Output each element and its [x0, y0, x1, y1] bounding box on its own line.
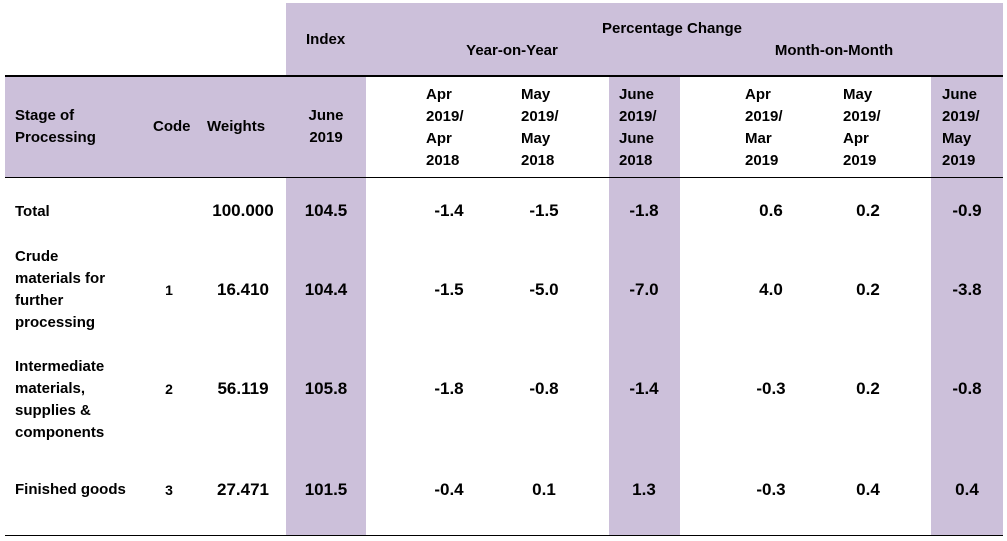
mom-may-header: May 2019/ Apr 2019: [843, 86, 881, 169]
row-mom-apr: 4.0: [759, 280, 783, 299]
row-yoy-apr: -1.5: [434, 280, 464, 299]
header-bottom-rule: [5, 177, 1003, 178]
row-yoy-apr: -1.4: [434, 201, 464, 220]
row-index: 101.5: [304, 480, 348, 499]
row-yoy-june: -1.8: [629, 201, 659, 220]
yoy-june-header: June 2019/ June 2018: [619, 86, 657, 169]
header-band-top: [286, 3, 1003, 75]
row-weight: 27.471: [217, 480, 269, 499]
weights-header: Weights: [207, 118, 266, 135]
code-header: Code: [153, 118, 191, 135]
row-stage-label: Crude materials for further processing: [15, 248, 106, 331]
header-top-rule: [5, 75, 1003, 77]
row-yoy-apr: -0.4: [434, 480, 464, 499]
yoy-apr-header: Apr 2019/ Apr 2018: [426, 86, 464, 169]
mom-june-header: June 2019/ May 2019: [942, 86, 980, 169]
row-index: 104.4: [304, 280, 348, 299]
mom-june-band: [931, 77, 1003, 536]
row-mom-june: -3.8: [952, 280, 982, 299]
stage-of-processing-header: Stage of Processing: [15, 107, 96, 146]
row-mom-may: 0.2: [856, 280, 880, 299]
row-mom-may: 0.2: [856, 201, 880, 220]
percentage-change-label: Percentage Change: [601, 20, 743, 37]
row-code: 2: [165, 381, 173, 397]
month-on-month-label: Month-on-Month: [774, 42, 894, 59]
row-stage-label: Intermediate materials, supplies & compo…: [15, 358, 105, 441]
row-weight: 100.000: [212, 201, 274, 220]
row-mom-apr: 0.6: [759, 201, 783, 220]
row-yoy-june: 1.3: [632, 480, 656, 499]
row-stage-label: Finished goods: [15, 481, 126, 498]
row-mom-june: -0.8: [952, 379, 982, 398]
row-yoy-apr: -1.8: [434, 379, 464, 398]
row-index: 105.8: [304, 379, 348, 398]
year-on-year-label: Year-on-Year: [466, 42, 558, 59]
row-mom-june: 0.4: [955, 480, 979, 499]
table-bottom-rule: [5, 535, 1003, 536]
row-code: 1: [165, 282, 173, 298]
row-mom-may: 0.2: [856, 379, 880, 398]
index-period-header: June 2019: [308, 107, 344, 146]
row-weight: 16.410: [217, 280, 269, 299]
index-column-band: [286, 77, 366, 536]
row-yoy-may: -0.8: [529, 379, 559, 398]
row-yoy-june: -7.0: [629, 280, 659, 299]
row-yoy-may: -5.0: [529, 280, 559, 299]
row-mom-june: -0.9: [952, 201, 982, 220]
row-yoy-may: -1.5: [529, 201, 559, 220]
row-mom-apr: -0.3: [756, 480, 786, 499]
row-yoy-june: -1.4: [629, 379, 659, 398]
yoy-may-header: May 2019/ May 2018: [521, 86, 559, 169]
yoy-june-band: [609, 77, 680, 536]
row-index: 104.5: [304, 201, 348, 220]
mom-apr-header: Apr 2019/ Mar 2019: [745, 86, 783, 169]
row-mom-may: 0.4: [856, 480, 880, 499]
row-code: 3: [165, 482, 173, 498]
row-mom-apr: -0.3: [756, 379, 786, 398]
row-yoy-may: 0.1: [532, 480, 556, 499]
row-stage-label: Total: [15, 203, 50, 220]
row-weight: 56.119: [217, 379, 269, 398]
index-label: Index: [306, 31, 346, 48]
